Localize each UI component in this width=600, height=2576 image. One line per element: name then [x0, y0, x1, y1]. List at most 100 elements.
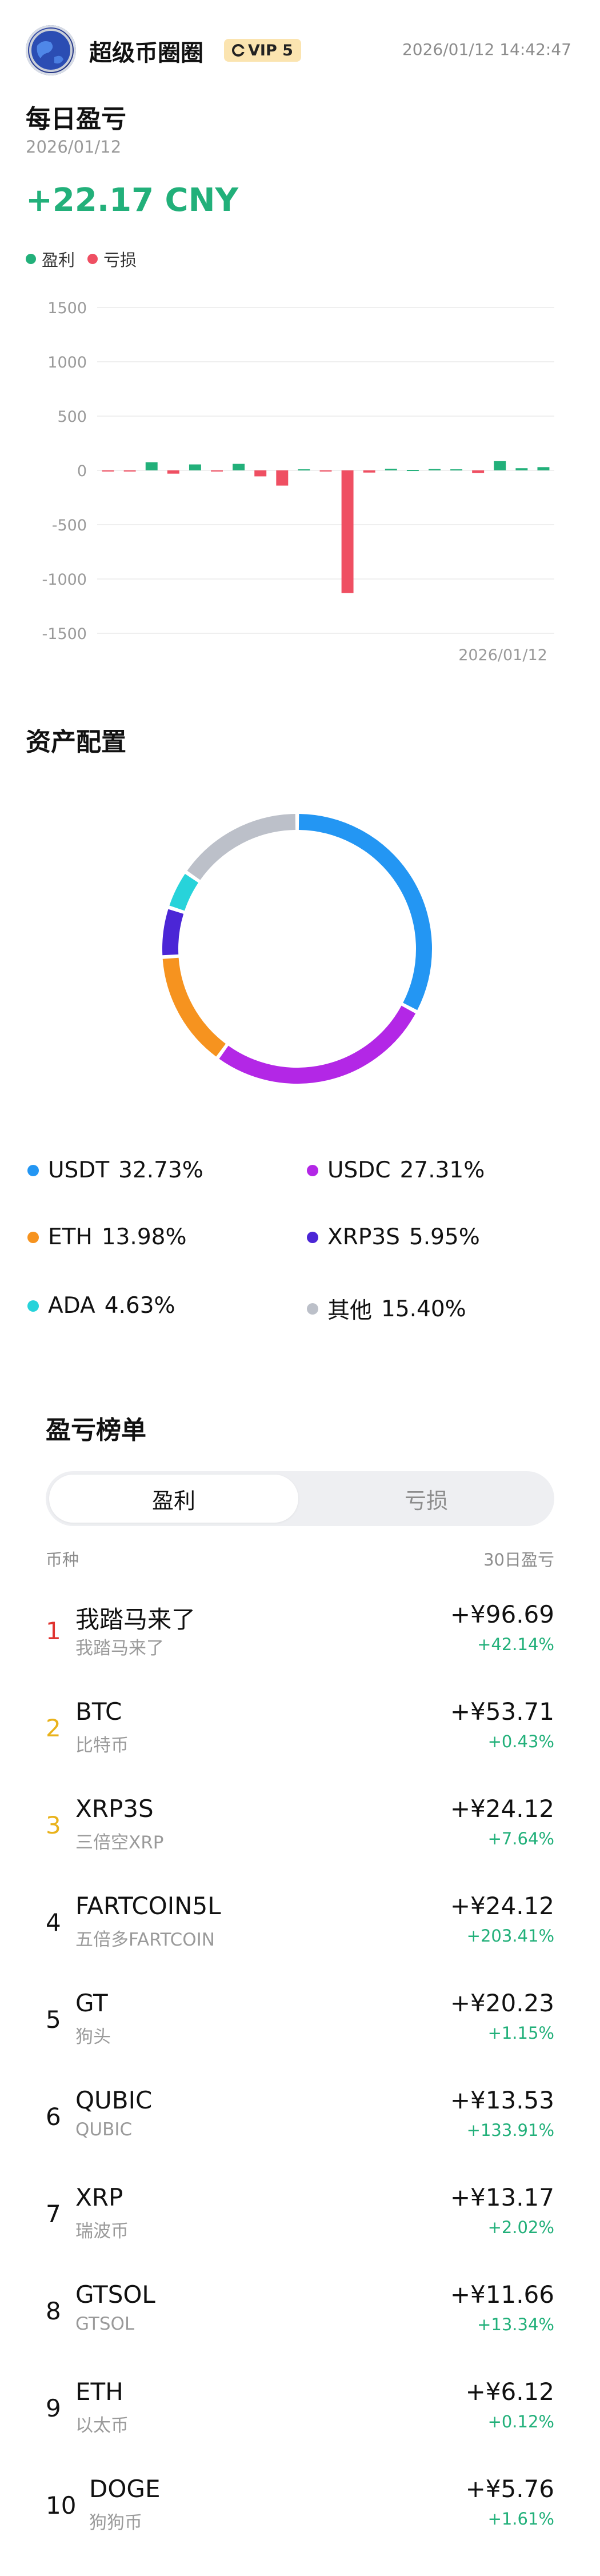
column-header-30d-pnl[interactable]: 30日盈亏 [483, 1550, 554, 1569]
pnl-percent: +0.12% [487, 2412, 554, 2431]
pnl-bar[interactable] [123, 470, 136, 472]
donut-segment[interactable] [219, 1005, 416, 1084]
pnl-bar[interactable] [450, 469, 463, 471]
daily-pnl-total: +22.17 CNY [26, 182, 239, 219]
ranking-row[interactable]: 10 DOGE 狗狗币 +¥5.76 +1.61% [46, 2457, 554, 2554]
chart-legend: 盈利 亏损 [26, 247, 137, 271]
donut-segment[interactable] [162, 957, 226, 1057]
pnl-bar[interactable] [472, 470, 485, 473]
pnl-amount: +¥13.53 [450, 2086, 554, 2114]
y-tick-label: 0 [77, 462, 87, 480]
ranking-row[interactable]: 9 ETH 以太币 +¥6.12 +0.12% [46, 2359, 554, 2457]
tab-loss[interactable]: 亏损 [404, 1488, 448, 1513]
pnl-bar[interactable] [319, 470, 332, 472]
pnl-amount: +¥5.76 [465, 2475, 554, 2503]
pnl-amount: +¥96.69 [450, 1600, 554, 1628]
vip-badge[interactable]: VIP 5 [224, 39, 301, 62]
asset-color-dot [307, 1164, 318, 1176]
pnl-amount: +¥13.17 [450, 2183, 554, 2211]
asset-legend-item: XRP3S 5.95% [307, 1224, 480, 1250]
daily-pnl-date: 2026/01/12 [26, 137, 122, 157]
pnl-percent: +1.61% [487, 2509, 554, 2529]
pnl-bar[interactable] [211, 470, 223, 472]
tab-profit[interactable]: 盈利 [49, 1475, 298, 1523]
asset-legend-item: USDC 27.31% [307, 1157, 485, 1183]
y-tick-label: -1000 [42, 571, 87, 589]
y-tick-label: 1500 [47, 299, 87, 317]
rank-number: 2 [46, 1714, 61, 1742]
coin-symbol: DOGE [89, 2475, 161, 2503]
avatar[interactable] [26, 25, 76, 75]
pnl-amount: +¥24.12 [450, 1795, 554, 1823]
ranking-row[interactable]: 1 我踏马来了 我踏马来了 +¥96.69 +42.14% [46, 1582, 554, 1679]
donut-segment[interactable] [187, 814, 296, 880]
pnl-bar[interactable] [494, 461, 506, 470]
asset-percent: 15.40% [381, 1296, 466, 1322]
pnl-amount: +¥53.71 [450, 1698, 554, 1726]
ranking-row[interactable]: 7 XRP 瑞波币 +¥13.17 +2.02% [46, 2165, 554, 2262]
pnl-bar[interactable] [276, 470, 289, 486]
rank-number: 10 [46, 2491, 77, 2519]
ranking-row[interactable]: 4 FARTCOIN5L 五倍多FARTCOIN +¥24.12 +203.41… [46, 1874, 554, 1971]
asset-percent: 4.63% [104, 1293, 175, 1319]
pnl-bar[interactable] [341, 470, 354, 593]
coin-symbol: BTC [75, 1698, 122, 1726]
asset-percent: 13.98% [101, 1224, 187, 1250]
pnl-bar[interactable] [363, 470, 375, 473]
coin-chinese-name: 比特币 [75, 1735, 129, 1756]
donut-segment[interactable] [298, 814, 432, 1011]
y-tick-label: -500 [52, 517, 87, 534]
coin-chinese-name: 五倍多FARTCOIN [75, 1930, 215, 1950]
pnl-bar[interactable] [233, 464, 245, 470]
rank-number: 8 [46, 2297, 61, 2325]
asset-name: 其他 [327, 1298, 373, 1324]
asset-color-dot [27, 1300, 39, 1312]
pnl-bar[interactable] [298, 469, 310, 471]
asset-legend-item: ETH 13.98% [27, 1224, 187, 1250]
pnl-bar[interactable] [145, 462, 158, 470]
pnl-bar[interactable] [537, 467, 550, 470]
coin-chinese-name: 以太币 [75, 2415, 129, 2436]
donut-segment[interactable] [162, 909, 184, 956]
legend-profit-dot [26, 254, 36, 264]
pnl-bar[interactable] [385, 469, 397, 470]
coin-symbol: FARTCOIN5L [75, 1892, 221, 1920]
asset-percent: 27.31% [399, 1157, 485, 1183]
pnl-bar[interactable] [102, 470, 114, 472]
asset-color-dot [27, 1164, 39, 1176]
coin-symbol: GT [75, 1989, 108, 2017]
asset-donut-chart[interactable] [154, 806, 440, 1092]
pnl-percent: +13.34% [477, 2315, 554, 2334]
snapshot-datetime: 2026/01/12 14:42:47 [402, 40, 571, 59]
ranking-row[interactable]: 3 XRP3S 三倍空XRP +¥24.12 +7.64% [46, 1776, 554, 1874]
pnl-bar[interactable] [167, 470, 179, 474]
pnl-bar[interactable] [189, 464, 201, 470]
y-tick-label: -1500 [42, 625, 87, 643]
pnl-bar[interactable] [429, 469, 441, 470]
asset-name: USDT [48, 1157, 110, 1183]
ranking-row[interactable]: 5 GT 狗头 +¥20.23 +1.15% [46, 1971, 554, 2068]
ranking-row[interactable]: 6 QUBIC QUBIC +¥13.53 +133.91% [46, 2068, 554, 2165]
rank-number: 4 [46, 1908, 61, 1936]
pnl-bar[interactable] [515, 468, 528, 470]
coin-chinese-name: 狗头 [75, 2027, 111, 2047]
asset-color-dot [307, 1303, 318, 1315]
daily-pnl-title: 每日盈亏 [26, 105, 126, 134]
pnl-amount: +¥24.12 [450, 1892, 554, 1920]
ranking-row[interactable]: 2 BTC 比特币 +¥53.71 +0.43% [46, 1679, 554, 1776]
rank-number: 1 [46, 1616, 61, 1645]
ranking-row[interactable]: 8 GTSOL GTSOL +¥11.66 +13.34% [46, 2262, 554, 2359]
donut-segment[interactable] [169, 873, 199, 911]
globe-avatar-icon [29, 29, 73, 72]
coin-chinese-name: 瑞波币 [75, 2221, 129, 2242]
pnl-amount: +¥6.12 [465, 2378, 554, 2406]
pnl-bar[interactable] [254, 470, 267, 477]
rank-number: 7 [46, 2199, 61, 2228]
asset-color-dot [307, 1231, 318, 1243]
pnl-amount: +¥20.23 [450, 1989, 554, 2017]
pnl-bar[interactable] [406, 470, 419, 472]
daily-pnl-chart[interactable]: 1500 1000 500 0 -500 -1000 -1500 2026/01/12 [0, 280, 600, 669]
asset-name: ADA [48, 1293, 95, 1319]
asset-color-dot [27, 1231, 39, 1243]
ranking-tabs: 盈利 亏损 [46, 1471, 554, 1526]
